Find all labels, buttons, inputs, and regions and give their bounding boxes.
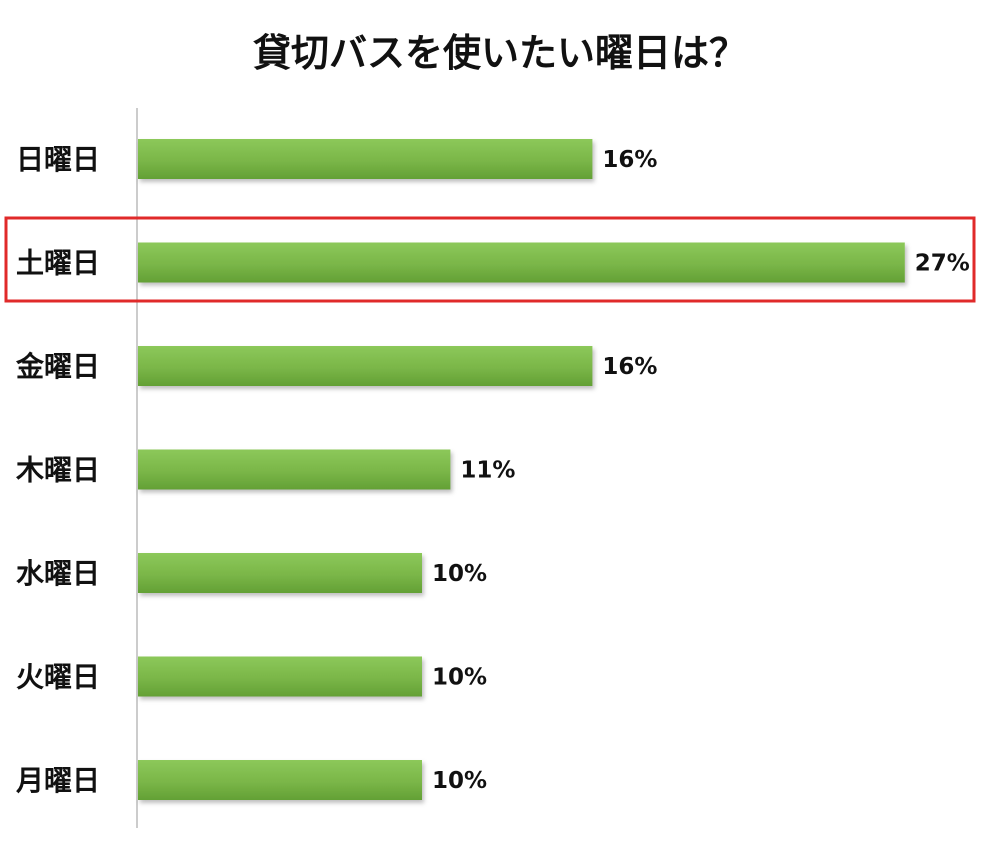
category-label: 月曜日 (15, 764, 100, 797)
category-label: 金曜日 (15, 350, 100, 383)
category-label: 日曜日 (16, 143, 100, 176)
bar-3 (138, 346, 593, 386)
value-label: 27% (915, 251, 970, 277)
value-label: 11% (460, 458, 515, 484)
value-label: 10% (432, 561, 487, 587)
category-label: 土曜日 (16, 247, 100, 280)
value-label: 10% (432, 665, 487, 691)
category-label: 火曜日 (16, 661, 100, 694)
category-label: 木曜日 (15, 454, 100, 487)
bar-6 (138, 656, 422, 697)
bar-2 (138, 242, 905, 283)
highlight-box (4, 216, 976, 303)
chart-title: 貸切バスを使いたい曜日は？ (253, 31, 747, 75)
category-label: 水曜日 (16, 557, 100, 590)
bars-group (138, 139, 905, 800)
value-label: 10% (432, 768, 487, 794)
bar-5 (138, 553, 422, 593)
value-label: 16% (602, 354, 657, 380)
bar-7 (138, 760, 422, 800)
value-label: 16% (602, 147, 657, 173)
bar-1 (138, 139, 593, 179)
bar-4 (138, 449, 451, 490)
value-labels: 16% 27% 16% 11% 10% 10% 10% (432, 147, 970, 794)
